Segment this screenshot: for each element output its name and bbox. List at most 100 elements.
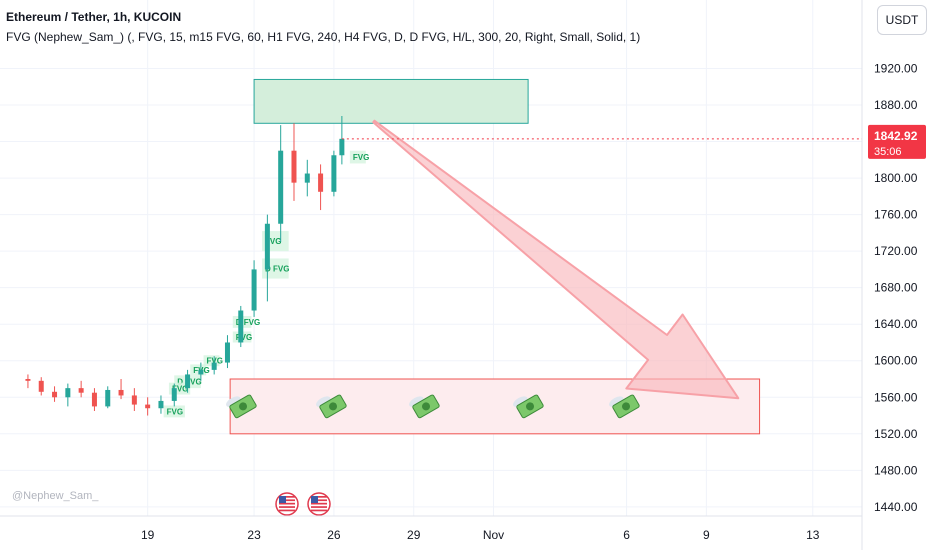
money-with-wings-icon xyxy=(513,394,544,419)
indicator-legend[interactable]: FVG (Nephew_Sam_) (, FVG, 15, m15 FVG, 6… xyxy=(6,30,641,44)
fvg-label: D FVG xyxy=(236,318,260,327)
bill-seal xyxy=(526,402,534,411)
bill-seal xyxy=(622,402,630,411)
fvg-zone xyxy=(203,355,220,367)
projection-arrow xyxy=(372,119,740,400)
wing-shape xyxy=(409,396,424,407)
bill-seal xyxy=(239,402,247,411)
candles-layer xyxy=(25,115,345,416)
candle-body xyxy=(251,269,257,311)
candle-body xyxy=(198,369,204,375)
flag-stripe xyxy=(279,496,295,498)
grid xyxy=(0,0,862,516)
fvg-zone xyxy=(190,364,207,376)
fvg-zone xyxy=(168,382,191,395)
candle-body xyxy=(158,400,164,409)
us-flag-icon xyxy=(275,492,299,516)
fvg-zone xyxy=(163,405,185,418)
price-tick-label: 1600.00 xyxy=(874,354,918,368)
icons-layer xyxy=(226,394,640,516)
candle-body xyxy=(238,310,244,343)
candle-body xyxy=(291,150,297,183)
wing-shape xyxy=(226,396,241,407)
time-tick-label: 29 xyxy=(407,528,421,542)
author-watermark: @Nephew_Sam_ xyxy=(12,490,99,502)
candle-body xyxy=(78,388,84,393)
projection-arrow-shape xyxy=(372,119,740,400)
us-flag-icon xyxy=(307,492,331,516)
fvg-zone xyxy=(349,150,366,164)
time-tick-label: 6 xyxy=(623,528,630,542)
price-tick-label: 1920.00 xyxy=(874,61,918,75)
candle-body xyxy=(224,342,230,363)
flag-canton xyxy=(279,496,286,503)
fvg-label: FVG xyxy=(265,237,281,246)
price-tick-label: 1640.00 xyxy=(874,317,918,331)
money-with-wings-icon xyxy=(609,394,640,419)
candle-body xyxy=(278,150,284,224)
price-tick-label: 1720.00 xyxy=(874,244,918,258)
money-with-wings-icon xyxy=(316,394,347,419)
flag-stripe xyxy=(311,509,327,512)
price-tick-label: 1520.00 xyxy=(874,427,918,441)
bill-seal xyxy=(422,402,430,411)
currency-button[interactable]: USDT xyxy=(877,5,927,35)
chart-title: Ethereum / Tether, 1h, KUCOIN xyxy=(6,10,182,24)
fvg-label: FVG xyxy=(236,333,252,342)
candle-body xyxy=(91,392,97,407)
price-tick-label: 1880.00 xyxy=(874,98,918,112)
candle-body xyxy=(304,173,310,183)
last-price-tag: 1842.92 35:06 xyxy=(868,124,926,159)
candle-body xyxy=(339,138,345,156)
fvg-label: D FVG xyxy=(265,265,289,274)
candle-body xyxy=(171,388,177,401)
time-tick-label: 26 xyxy=(327,528,341,542)
wing-shape xyxy=(513,396,528,407)
flag-stripe xyxy=(311,506,327,508)
time-tick-label: 13 xyxy=(806,528,820,542)
fvg-label: FVG xyxy=(353,153,369,162)
time-tick-label: 23 xyxy=(247,528,261,542)
flag-stripe xyxy=(311,502,327,505)
candle-body xyxy=(318,173,324,192)
fvg-label: FVG xyxy=(167,407,183,416)
candle-body xyxy=(185,374,191,389)
countdown-label: 35:06 xyxy=(874,146,902,158)
money-with-wings-icon xyxy=(226,394,257,419)
bill-seal xyxy=(329,402,337,411)
flag-stripe xyxy=(279,499,295,502)
fvg-label: FVG xyxy=(207,357,223,366)
candle-body xyxy=(105,389,111,407)
candle-body xyxy=(52,391,58,398)
time-tick-label: Nov xyxy=(483,528,504,542)
flag-canton xyxy=(311,496,318,503)
flag-stripe xyxy=(311,496,327,498)
candle-body xyxy=(131,395,137,405)
candle-body xyxy=(118,389,124,396)
flag-stripe xyxy=(279,502,295,505)
flag-stripe xyxy=(311,499,327,502)
candle-body xyxy=(331,155,337,192)
flag-stripe xyxy=(279,509,295,512)
resistance-zone xyxy=(253,78,529,124)
price-tick-label: 1440.00 xyxy=(874,500,918,514)
candle-body xyxy=(264,223,270,270)
candle-body xyxy=(145,404,151,409)
candle-body xyxy=(38,380,44,392)
fvg-label: FVG xyxy=(172,385,188,394)
time-tick-label: 9 xyxy=(703,528,710,542)
wing-shape xyxy=(609,396,624,407)
last-price-label: 1842.92 xyxy=(874,129,918,143)
wing-shape xyxy=(316,396,331,407)
price-tick-label: 1760.00 xyxy=(874,208,918,222)
candle-body xyxy=(211,362,217,370)
price-tick-label: 1800.00 xyxy=(874,171,918,185)
money-with-wings-icon xyxy=(409,394,440,419)
price-tick-label: 1480.00 xyxy=(874,463,918,477)
price-tick-label: 1560.00 xyxy=(874,390,918,404)
candle-body xyxy=(65,388,71,398)
candle-body xyxy=(25,379,31,381)
